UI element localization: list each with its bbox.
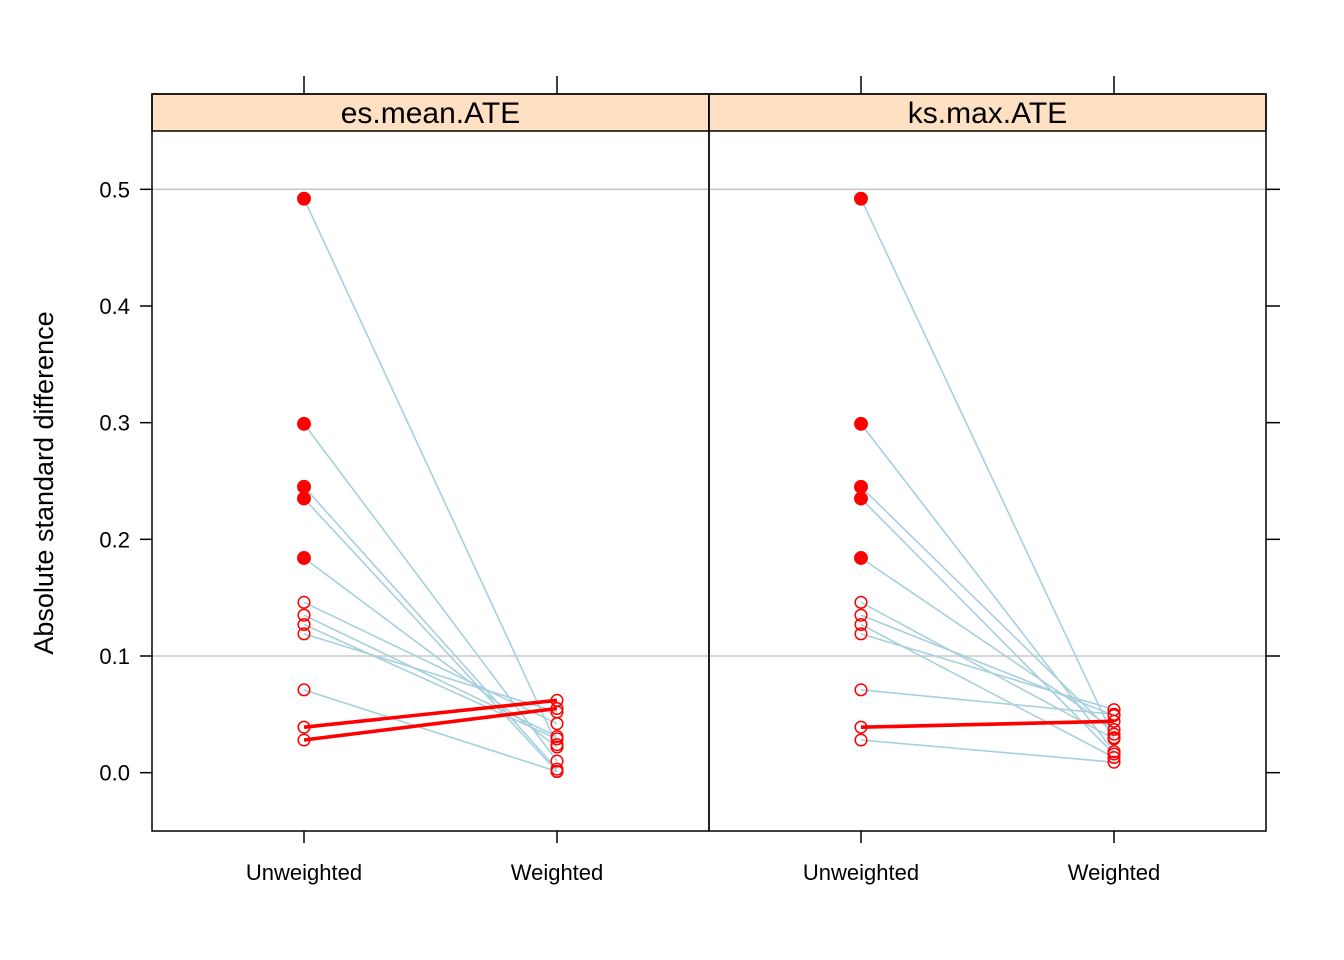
panel-strip (708, 93, 1267, 132)
x-tick-label: Weighted (511, 860, 604, 885)
y-axis-label: Absolute standard difference (29, 311, 59, 654)
data-point-open (550, 732, 564, 746)
data-point-open (854, 733, 868, 747)
panel-border (151, 93, 710, 832)
series-line (303, 614, 558, 738)
data-point-open (297, 720, 311, 734)
y-tick-label: 0.0 (99, 761, 130, 786)
series-line (860, 497, 1115, 755)
data-point-open (297, 608, 311, 622)
data-point-filled (297, 551, 311, 565)
series-line (303, 689, 558, 773)
y-tick-label: 0.2 (99, 527, 130, 552)
data-point-open (297, 733, 311, 747)
data-point-open (854, 627, 868, 641)
data-point-open (854, 683, 868, 697)
series-line (303, 486, 558, 770)
highlight-series-line (303, 706, 558, 742)
series-line (303, 633, 558, 713)
series-line (860, 198, 1115, 739)
series-line (303, 198, 558, 746)
data-point-filled (854, 479, 868, 494)
highlight-series-line (303, 698, 558, 729)
data-point-open (854, 617, 868, 632)
data-point-filled (297, 416, 311, 431)
series-line (860, 486, 1115, 735)
data-point-open (1107, 750, 1121, 765)
series-line (860, 689, 1115, 716)
data-point-open (550, 693, 564, 707)
panel-es-mean-ATE: es.mean.ATE Unweighted Weighted (151, 76, 710, 885)
highlight-series-line (860, 719, 1115, 729)
data-point-open (854, 720, 868, 734)
data-point-open (1107, 755, 1121, 769)
data-point-open (550, 754, 564, 768)
data-point-open (550, 764, 564, 779)
y-tick-label: 0.1 (99, 644, 130, 669)
data-point-open (1107, 747, 1121, 761)
panel-ks-max-ATE: ks.max.ATE Unweighted Weighted (708, 76, 1267, 885)
y-tick-label: 0.5 (99, 177, 130, 202)
data-point-open (297, 683, 311, 697)
series-line (860, 633, 1115, 711)
panel-title: es.mean.ATE (341, 97, 521, 130)
series-line (860, 557, 1115, 731)
series-line (860, 601, 1115, 740)
series-line (860, 614, 1115, 717)
data-point-open (1107, 732, 1121, 746)
data-point-open (1107, 714, 1121, 728)
series-line (303, 497, 558, 773)
data-point-open (297, 617, 311, 632)
x-tick-label: Unweighted (246, 860, 362, 885)
data-point-filled (854, 191, 868, 206)
data-point-open (297, 627, 311, 641)
data-point-filled (297, 491, 311, 506)
panel-border (708, 93, 1267, 832)
data-point-open (1107, 722, 1121, 737)
data-point-filled (297, 191, 311, 206)
data-point-open (550, 740, 564, 754)
y-tick-label: 0.3 (99, 411, 130, 436)
data-point-open (297, 595, 311, 609)
y-tick-label: 0.4 (99, 294, 130, 319)
data-point-filled (854, 416, 868, 431)
x-tick-label: Unweighted (803, 860, 919, 885)
data-point-open (1107, 707, 1121, 721)
data-point-filled (854, 491, 868, 506)
data-point-open (550, 701, 564, 716)
x-tick-label: Weighted (1068, 860, 1161, 885)
data-point-filled (854, 551, 868, 565)
data-point-open (854, 595, 868, 609)
panel-title: ks.max.ATE (908, 97, 1067, 130)
data-point-open (854, 608, 868, 622)
series-line (303, 623, 558, 740)
data-point-filled (297, 479, 311, 494)
series-line (303, 423, 558, 762)
data-point-open (1107, 727, 1121, 741)
series-line (860, 739, 1115, 763)
